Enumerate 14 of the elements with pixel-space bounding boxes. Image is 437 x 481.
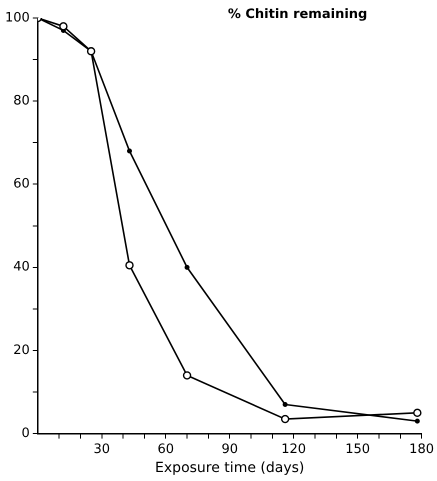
x-tick-label: 30 <box>94 442 110 457</box>
x-tick-label: 90 <box>221 442 238 457</box>
y-tick-label: 40 <box>13 260 30 275</box>
y-axis-title: % Chitin remaining <box>228 6 368 22</box>
y-tick-label: 0 <box>22 426 30 441</box>
y-tick-label: 20 <box>13 342 30 358</box>
x-tick-label: 60 <box>157 442 174 457</box>
x-axis-title: Exposure time (days) <box>155 460 304 476</box>
y-tick-label: 100 <box>4 10 30 26</box>
x-tick-label: 150 <box>345 442 370 457</box>
y-tick-label: 60 <box>13 176 30 192</box>
y-tick-label: 80 <box>13 93 30 108</box>
x-tick-label: 180 <box>409 442 434 457</box>
x-tick-label: 120 <box>281 442 306 457</box>
